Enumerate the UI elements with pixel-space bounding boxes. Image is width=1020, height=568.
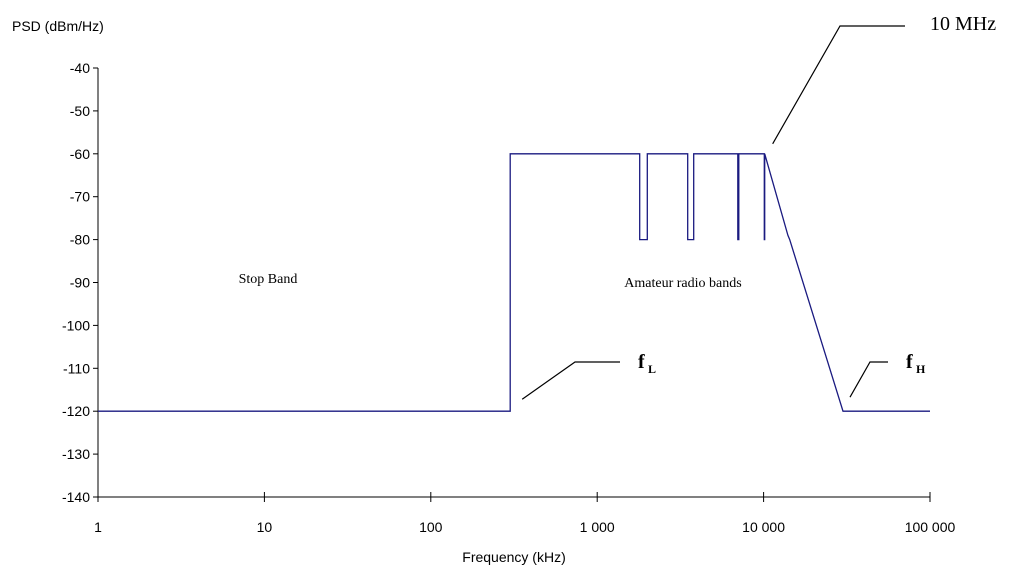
y-tick-label: -110 bbox=[63, 360, 90, 376]
annotation-10mhz: 10 MHz bbox=[930, 13, 996, 35]
y-ticks: -140 -130 -120 -110 -100 -90 -80 -70 -60 -50 -40 bbox=[62, 60, 98, 505]
annotation-amateur-bands: Amateur radio bands bbox=[624, 276, 741, 291]
leader-fh bbox=[849, 361, 888, 398]
y-tick-label: -130 bbox=[62, 446, 90, 462]
y-tick-label: -80 bbox=[70, 232, 90, 248]
y-tick-label: -140 bbox=[62, 489, 90, 505]
x-tick-label: 100 bbox=[419, 519, 443, 535]
annotation-fh-subscript: H bbox=[916, 362, 926, 376]
annotation-fl: f bbox=[638, 351, 645, 373]
series-group bbox=[98, 153, 930, 412]
leader-fl bbox=[521, 361, 620, 400]
x-tick-label: 10 000 bbox=[742, 519, 785, 535]
x-tick-label: 1 bbox=[94, 519, 102, 535]
y-tick-label: -90 bbox=[70, 275, 90, 291]
y-tick-label: -40 bbox=[70, 60, 90, 76]
x-tick-label: 10 bbox=[257, 519, 273, 535]
axes bbox=[97, 68, 930, 498]
annotation-fh: f bbox=[906, 351, 913, 373]
x-tick-label: 1 000 bbox=[580, 519, 615, 535]
y-tick-label: -100 bbox=[62, 317, 90, 333]
psd-mask-line bbox=[98, 153, 930, 412]
y-tick-label: -120 bbox=[62, 403, 90, 419]
y-axis-title: PSD (dBm/Hz) bbox=[12, 18, 104, 34]
y-tick-label: -60 bbox=[70, 146, 90, 162]
y-tick-label: -70 bbox=[70, 189, 90, 205]
x-tick-label: 100 000 bbox=[905, 519, 956, 535]
annotation-stop-band: Stop Band bbox=[239, 272, 298, 287]
y-tick-label: -50 bbox=[70, 103, 90, 119]
x-ticks: 1 10 100 1 000 10 000 100 000 bbox=[94, 492, 956, 535]
leader-10mhz bbox=[772, 25, 905, 145]
x-axis-title: Frequency (kHz) bbox=[462, 549, 565, 565]
annotation-fl-subscript: L bbox=[648, 362, 656, 376]
